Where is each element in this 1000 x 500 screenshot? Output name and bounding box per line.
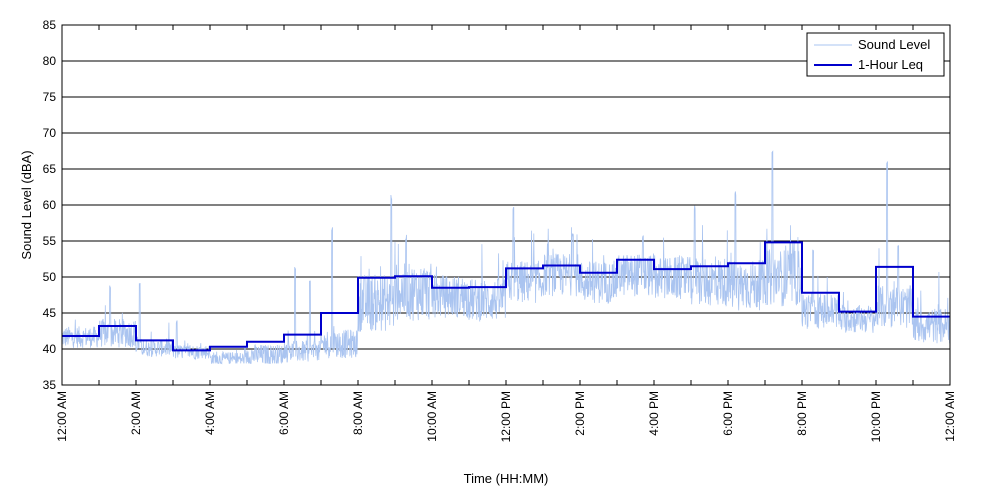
series-leq-step-line (62, 241, 950, 352)
series-layer (61, 150, 951, 365)
legend-label-leq: 1-Hour Leq (858, 57, 923, 72)
legend-label-sound-level: Sound Level (858, 37, 930, 52)
y-tick-label-85: 85 (43, 18, 57, 32)
x-tick-label-5: 10:00 AM (425, 391, 439, 442)
x-tick-label-6: 12:00 PM (499, 391, 513, 442)
x-tick-label-1: 2:00 AM (129, 391, 143, 435)
x-tick-label-3: 6:00 AM (277, 391, 291, 435)
y-tick-label-40: 40 (43, 342, 57, 356)
y-tick-label-60: 60 (43, 198, 57, 212)
y-tick-label-45: 45 (43, 306, 57, 320)
legend-box (806, 32, 945, 77)
y-axis-title: Sound Level (dBA) (19, 150, 34, 259)
x-tick-label-11: 10:00 PM (869, 391, 883, 442)
x-tick-label-2: 4:00 AM (203, 391, 217, 435)
x-tick-label-9: 6:00 PM (721, 391, 735, 436)
x-tick-label-0: 12:00 AM (55, 391, 69, 442)
y-tick-label-75: 75 (43, 90, 57, 104)
x-tick-label-4: 8:00 AM (351, 391, 365, 435)
x-tick-label-7: 2:00 PM (573, 391, 587, 436)
x-tick-label-12: 12:00 AM (943, 391, 957, 442)
x-tick-label-8: 4:00 PM (647, 391, 661, 436)
axis-ticks: 35 40 45 50 55 60 65 70 75 80 85 12:00 AM 2:00 AM 4:0… (43, 18, 957, 442)
y-tick-label-65: 65 (43, 162, 57, 176)
y-tick-label-55: 55 (43, 234, 57, 248)
y-tick-label-35: 35 (43, 378, 57, 392)
x-tick-label-10: 8:00 PM (795, 391, 809, 436)
x-axis-title: Time (HH:MM) (464, 471, 549, 486)
y-tick-label-70: 70 (43, 126, 57, 140)
legend: Sound Level 1-Hour Leq (806, 32, 945, 77)
y-tick-label-80: 80 (43, 54, 57, 68)
y-tick-label-50: 50 (43, 270, 57, 284)
